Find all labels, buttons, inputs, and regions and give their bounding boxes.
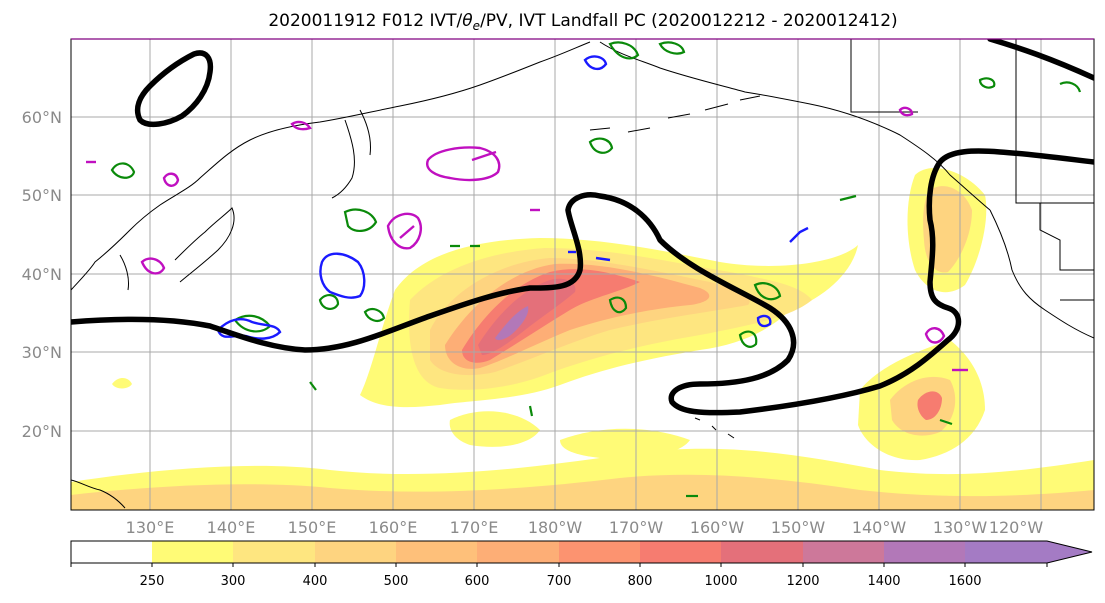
lon-label-140w: 140°W <box>852 518 907 537</box>
jet-contour-north-closed <box>134 50 214 128</box>
blue-contour-cutoff-low <box>319 252 366 299</box>
colorbar-label-500: 500 <box>384 574 409 589</box>
colorbar-outline <box>70 540 1093 564</box>
graticule <box>71 39 1094 510</box>
colorbar-segment-9 <box>803 541 884 563</box>
lat-label-50n: 50°N <box>22 186 62 205</box>
ivt-tropical-band-inner <box>71 474 1094 510</box>
colorbar-segment-7 <box>640 541 721 563</box>
theta-contours-magenta <box>86 106 968 372</box>
lon-label-180w: 180°W <box>528 518 583 537</box>
colorbar-label-1200: 1200 <box>786 574 819 589</box>
magenta-contour-north <box>426 146 501 182</box>
colorbar-label-300: 300 <box>221 574 246 589</box>
colorbar-segment-5 <box>477 541 559 563</box>
ivt-ocean-swirl <box>449 411 540 447</box>
lon-label-170w: 170°W <box>609 518 664 537</box>
colorbar-segment-2 <box>233 541 315 563</box>
lon-label-150w: 150°W <box>771 518 826 537</box>
lon-label-150e: 150°E <box>288 518 337 537</box>
coast-kamchatka <box>331 109 371 199</box>
figure-title: 2020011912 F012 IVT/θe/PV, IVT Landfall … <box>268 11 897 33</box>
colorbar-segment-11 <box>965 541 1047 563</box>
jet-contour-main <box>71 148 1094 416</box>
colorbar-label-700: 700 <box>547 574 572 589</box>
coast-aleutians <box>589 95 761 133</box>
colorbar-ticks <box>70 563 1048 567</box>
colorbar-label-250: 250 <box>140 574 165 589</box>
colorbar-label-800: 800 <box>628 574 653 589</box>
lat-label-30n: 30°N <box>22 343 62 362</box>
coast-korea-japan <box>119 207 235 291</box>
coastlines <box>71 41 1094 509</box>
lon-label-160e: 160°E <box>369 518 418 537</box>
colorbar-segment-6 <box>559 541 640 563</box>
colorbar-segment-1 <box>152 541 233 563</box>
lon-label-130w: 130°W <box>933 518 988 537</box>
ivt-ocean-swirl-2 <box>560 428 690 459</box>
longitude-labels: 130°E 140°E 150°E 160°E 170°E 180°W 170°… <box>126 518 1044 537</box>
colorbar-labels: 250 300 400 500 600 700 800 1000 1200 14… <box>140 574 982 589</box>
colorbar-segment-0 <box>71 541 152 563</box>
colorbar-segment-3 <box>315 541 396 563</box>
colorbar-label-600: 600 <box>465 574 490 589</box>
colorbar-segment-8 <box>721 541 803 563</box>
map-panel <box>70 38 1095 511</box>
jet-contours <box>71 39 1094 416</box>
colorbar-label-1600: 1600 <box>948 574 981 589</box>
coast-alaska <box>599 41 991 211</box>
coast-hawaii <box>694 417 735 439</box>
colorbar: 250 300 400 500 600 700 800 1000 1200 14… <box>70 540 1093 589</box>
colorbar-segment-10 <box>884 541 965 563</box>
jet-contour-northeast <box>987 39 1094 81</box>
political-borders <box>850 39 1094 301</box>
colorbar-extend-arrow <box>1047 541 1092 563</box>
lon-label-170e: 170°E <box>450 518 499 537</box>
coast-asia <box>71 41 591 291</box>
lon-label-130e: 130°E <box>126 518 175 537</box>
lon-label-140e: 140°E <box>207 518 256 537</box>
colorbar-segment-4 <box>396 541 477 563</box>
coast-philippines <box>71 479 126 509</box>
magenta-contour-mid <box>386 212 422 250</box>
ivt-southeast-band-core <box>917 391 942 420</box>
colorbar-label-1000: 1000 <box>704 574 737 589</box>
latitude-labels: 60°N 50°N 40°N 30°N 20°N <box>22 108 62 441</box>
coast-northamerica-west <box>989 209 1094 339</box>
colorbar-label-1400: 1400 <box>867 574 900 589</box>
lat-label-60n: 60°N <box>22 108 62 127</box>
lon-label-120w: 120°W <box>989 518 1044 537</box>
lat-label-40n: 40°N <box>22 265 62 284</box>
ivt-core-1400 <box>495 306 529 341</box>
colorbar-segments <box>71 541 1092 563</box>
lat-label-20n: 20°N <box>22 422 62 441</box>
lon-label-160w: 160°W <box>690 518 745 537</box>
ivt-ocean-swirl-3 <box>112 378 132 389</box>
colorbar-label-400: 400 <box>303 574 328 589</box>
